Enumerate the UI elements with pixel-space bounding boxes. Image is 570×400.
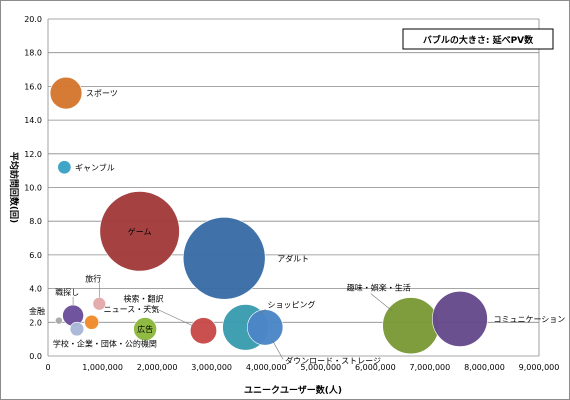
bubble-label: アダルト	[277, 253, 309, 263]
bubble-label: スポーツ	[86, 89, 118, 98]
bubble-label: 旅行	[85, 273, 101, 283]
bubble	[247, 309, 284, 346]
y-tick-label: 0.0	[29, 352, 42, 361]
x-tick-label: 3,000,000	[191, 363, 232, 372]
bubble	[432, 291, 488, 347]
x-axis-title: ユニークユーザー数(人)	[244, 384, 342, 396]
legend-size-note: バブルの大きさ: 延べPV数	[423, 34, 534, 46]
y-tick-label: 10.0	[24, 184, 42, 193]
bubble-label: 広告	[137, 324, 153, 334]
x-tick-label: 2,000,000	[137, 363, 178, 372]
y-tick-label: 2.0	[29, 318, 42, 327]
bubble	[182, 216, 266, 300]
legend-box	[402, 28, 554, 50]
bubble-label: 検索・翻訳	[123, 294, 163, 304]
leader-line	[259, 309, 266, 315]
bubble-label: ギャンブル	[75, 162, 115, 172]
y-tick-label: 8.0	[29, 217, 42, 226]
y-tick-label: 20.0	[24, 15, 42, 24]
bubbles	[49, 76, 488, 355]
y-tick-label: 12.0	[24, 150, 42, 159]
bubble	[99, 191, 180, 272]
bubble	[133, 317, 157, 341]
leader-line	[147, 304, 194, 327]
bubble-label: ダウンロード・ストレージ	[285, 355, 381, 365]
bubble-label: 金融	[29, 306, 45, 316]
x-tick-label: 1,000,000	[82, 363, 123, 372]
x-tick-label: 7,000,000	[410, 363, 451, 372]
bubble	[57, 160, 72, 175]
leader-line	[272, 340, 284, 360]
tick-labels: 0.0 2.0 4.0 6.0 8.0 10.0 12.0 14.0 16.0 18.0 20.0 0…	[24, 15, 559, 372]
bubble	[55, 316, 63, 325]
bubble	[382, 297, 440, 355]
bubble	[84, 314, 100, 330]
y-tick-label: 18.0	[24, 49, 42, 58]
bubble	[49, 76, 83, 110]
x-tick-label: 0	[45, 363, 50, 372]
bubble-label: ニュース・天気	[104, 304, 160, 314]
leader-lines	[72, 283, 393, 360]
x-tick-label: 9,000,000	[519, 363, 560, 372]
x-tick-label: 4,000,000	[246, 363, 287, 372]
grid-lines	[47, 18, 540, 357]
x-tick-label: 8,000,000	[464, 363, 505, 372]
bubble	[189, 317, 217, 345]
x-tick-label: 5,000,000	[300, 363, 341, 372]
y-axis-title: 平均訪問回数(回)	[8, 152, 20, 223]
y-tick-label: 14.0	[24, 116, 42, 125]
y-tick-label: 16.0	[24, 82, 42, 91]
bubble-label: 趣味・娯楽・生活	[347, 283, 411, 293]
bubble-label: 職探し	[55, 287, 79, 297]
bubble	[92, 297, 107, 311]
bubble-label: 学校・企業・団体・公的機関	[53, 339, 157, 349]
y-tick-label: 4.0	[29, 285, 42, 294]
y-tick-label: 6.0	[29, 251, 42, 260]
bubble	[69, 321, 85, 337]
bubble-label: ショッピング	[267, 299, 315, 309]
x-tick-label: 6,000,000	[355, 363, 396, 372]
bubble-label: コミュニケーション	[493, 315, 565, 324]
bubble-label: ゲーム	[128, 226, 152, 236]
leader-line	[370, 293, 393, 311]
